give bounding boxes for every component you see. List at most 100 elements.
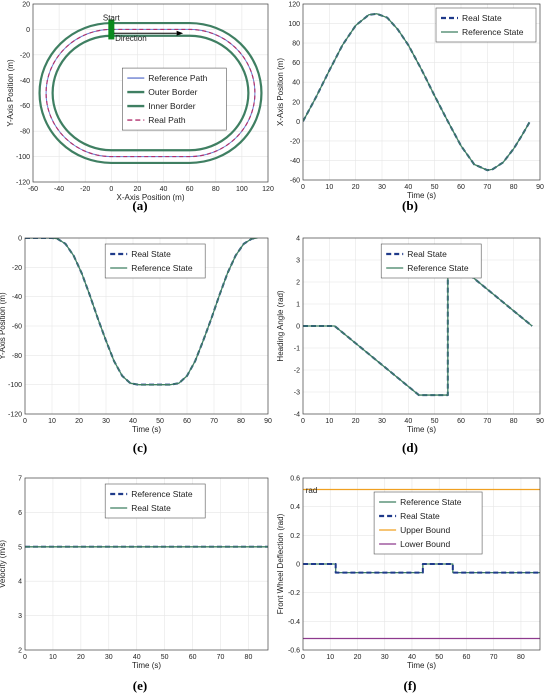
x-tick-label: 20 [354, 654, 362, 661]
y-tick-label: 2 [18, 648, 22, 655]
y-tick-label: -40 [290, 158, 300, 165]
plot-frame [302, 477, 541, 651]
data-layer [38, 19, 263, 165]
y-tick-label: -60 [20, 103, 30, 110]
legend-entry: Reference State [131, 489, 193, 499]
legend-box [104, 243, 206, 279]
x-tick-label: 20 [352, 418, 360, 425]
legend-entry: Reference State [400, 497, 462, 507]
x-tick-label: 30 [105, 654, 113, 661]
y-tick-label: -120 [8, 412, 22, 419]
inner-border-line [51, 34, 250, 152]
x-tick-label: 60 [457, 184, 465, 191]
x-axis-label: Time (s) [407, 661, 436, 670]
x-tick-label: 20 [352, 184, 360, 191]
y-axis-label: Heading Angle (rad) [276, 290, 285, 361]
x-tick-label: 0 [23, 654, 27, 661]
x-tick-label: -20 [80, 186, 90, 193]
y-tick-label: 0.4 [290, 504, 300, 511]
panel-label-b: (b) [402, 198, 418, 213]
legend-entry: Inner Border [148, 101, 195, 111]
chart-legend: Reference State Real State [104, 483, 206, 519]
x-tick-label: 80 [245, 654, 253, 661]
x-tick-label: 70 [483, 184, 491, 191]
y-tick-label: 0 [296, 119, 300, 126]
direction-arrowhead [176, 30, 184, 36]
y-tick-label: -3 [294, 390, 300, 397]
y-axis-label: X-Axis Position (m) [276, 58, 285, 126]
x-tick-label: 60 [183, 418, 191, 425]
x-axis-label: X-Axis Position (m) [116, 193, 184, 202]
x-tick-label: 60 [463, 654, 471, 661]
y-tick-label: 120 [288, 2, 300, 9]
x-tick-label: 0 [301, 184, 305, 191]
legend-box [435, 7, 537, 43]
x-axis-label: Time (s) [132, 425, 161, 434]
x-tick-label: 0 [109, 186, 113, 193]
y-tick-label: 0.6 [290, 476, 300, 483]
legend-box [104, 483, 206, 519]
chart-panel-c: 0 10 20 30 40 50 60 70 80 90 -120 -100 -80 -60 -40 -20 0… [0, 236, 272, 435]
annotation-label: rad [306, 486, 318, 495]
x-tick-label: 10 [326, 654, 334, 661]
outer-border-line [38, 21, 263, 165]
data-layer [303, 12, 531, 172]
x-tick-label: 90 [264, 418, 272, 425]
x-tick-label: 80 [237, 418, 245, 425]
y-tick-label: -0.4 [288, 619, 300, 626]
x-tick-label: 70 [483, 418, 491, 425]
data-layer [25, 238, 258, 386]
x-tick-label: 80 [517, 654, 525, 661]
series-line-real-state [303, 563, 540, 574]
legend-entry: Real State [462, 13, 502, 23]
legend-entry: Reference State [407, 263, 469, 273]
chart-legend: Real State Reference State [435, 7, 537, 43]
x-tick-label: -60 [28, 186, 38, 193]
x-tick-label: 10 [48, 418, 56, 425]
series-line-reference-state [303, 13, 531, 171]
y-tick-label: -80 [12, 353, 22, 360]
x-tick-label: 10 [49, 654, 57, 661]
plot-frame [302, 3, 541, 181]
plot-frame [32, 3, 269, 183]
chart-legend: Real State Reference State [380, 243, 482, 279]
x-tick-label: 90 [536, 418, 544, 425]
x-axis-label: Time (s) [407, 425, 436, 434]
direction-label: Direction [115, 34, 147, 43]
chart-panel-d: 0 10 20 30 40 50 60 70 80 90 -4 -3 -2 -1 0 1 2 3 4 Time (s)… [276, 236, 544, 435]
x-tick-label: 50 [161, 654, 169, 661]
y-tick-label: 5 [18, 544, 22, 551]
y-tick-label: 60 [292, 60, 300, 67]
y-tick-label: 0 [18, 236, 22, 243]
legend-box [380, 243, 482, 279]
y-tick-label: 4 [18, 579, 22, 586]
y-tick-label: -4 [294, 412, 300, 419]
x-tick-label: 90 [536, 184, 544, 191]
y-tick-label: 100 [288, 21, 300, 28]
chart-legend: Reference State Real State Upper Bound Lowe… [373, 491, 483, 555]
x-tick-label: 10 [325, 184, 333, 191]
y-tick-label: -1 [294, 346, 300, 353]
panel-label-a: (a) [132, 198, 147, 213]
y-axis-label: Y-Axis Position (m) [0, 292, 7, 360]
chart-panel-e: 0 10 20 30 40 50 60 70 80 2 3 4 5 6 7 Time (s) Velocity … [0, 476, 269, 670]
y-tick-label: -100 [16, 154, 30, 161]
chart-legend: Real State Reference State [104, 243, 206, 279]
x-tick-label: 80 [212, 186, 220, 193]
x-tick-label: 0 [301, 418, 305, 425]
y-tick-label: -40 [20, 78, 30, 85]
y-tick-label: 0 [26, 27, 30, 34]
chart-panel-b: 0 10 20 30 40 50 60 70 80 90 -60 -40 -20 0 20 40 60 80 100… [276, 2, 544, 201]
x-tick-label: 30 [381, 654, 389, 661]
panel-label-e: (e) [133, 678, 147, 693]
legend-entry: Lower Bound [400, 539, 450, 549]
chart-legend: Reference Path Outer Border Inner Border Re… [122, 67, 227, 131]
start-marker [108, 19, 115, 40]
x-tick-label: 40 [129, 418, 137, 425]
legend-entry: Reference State [462, 27, 524, 37]
y-tick-label: -80 [20, 129, 30, 136]
x-tick-label: 60 [189, 654, 197, 661]
legend-entry: Reference Path [148, 73, 207, 83]
x-tick-label: 80 [510, 184, 518, 191]
